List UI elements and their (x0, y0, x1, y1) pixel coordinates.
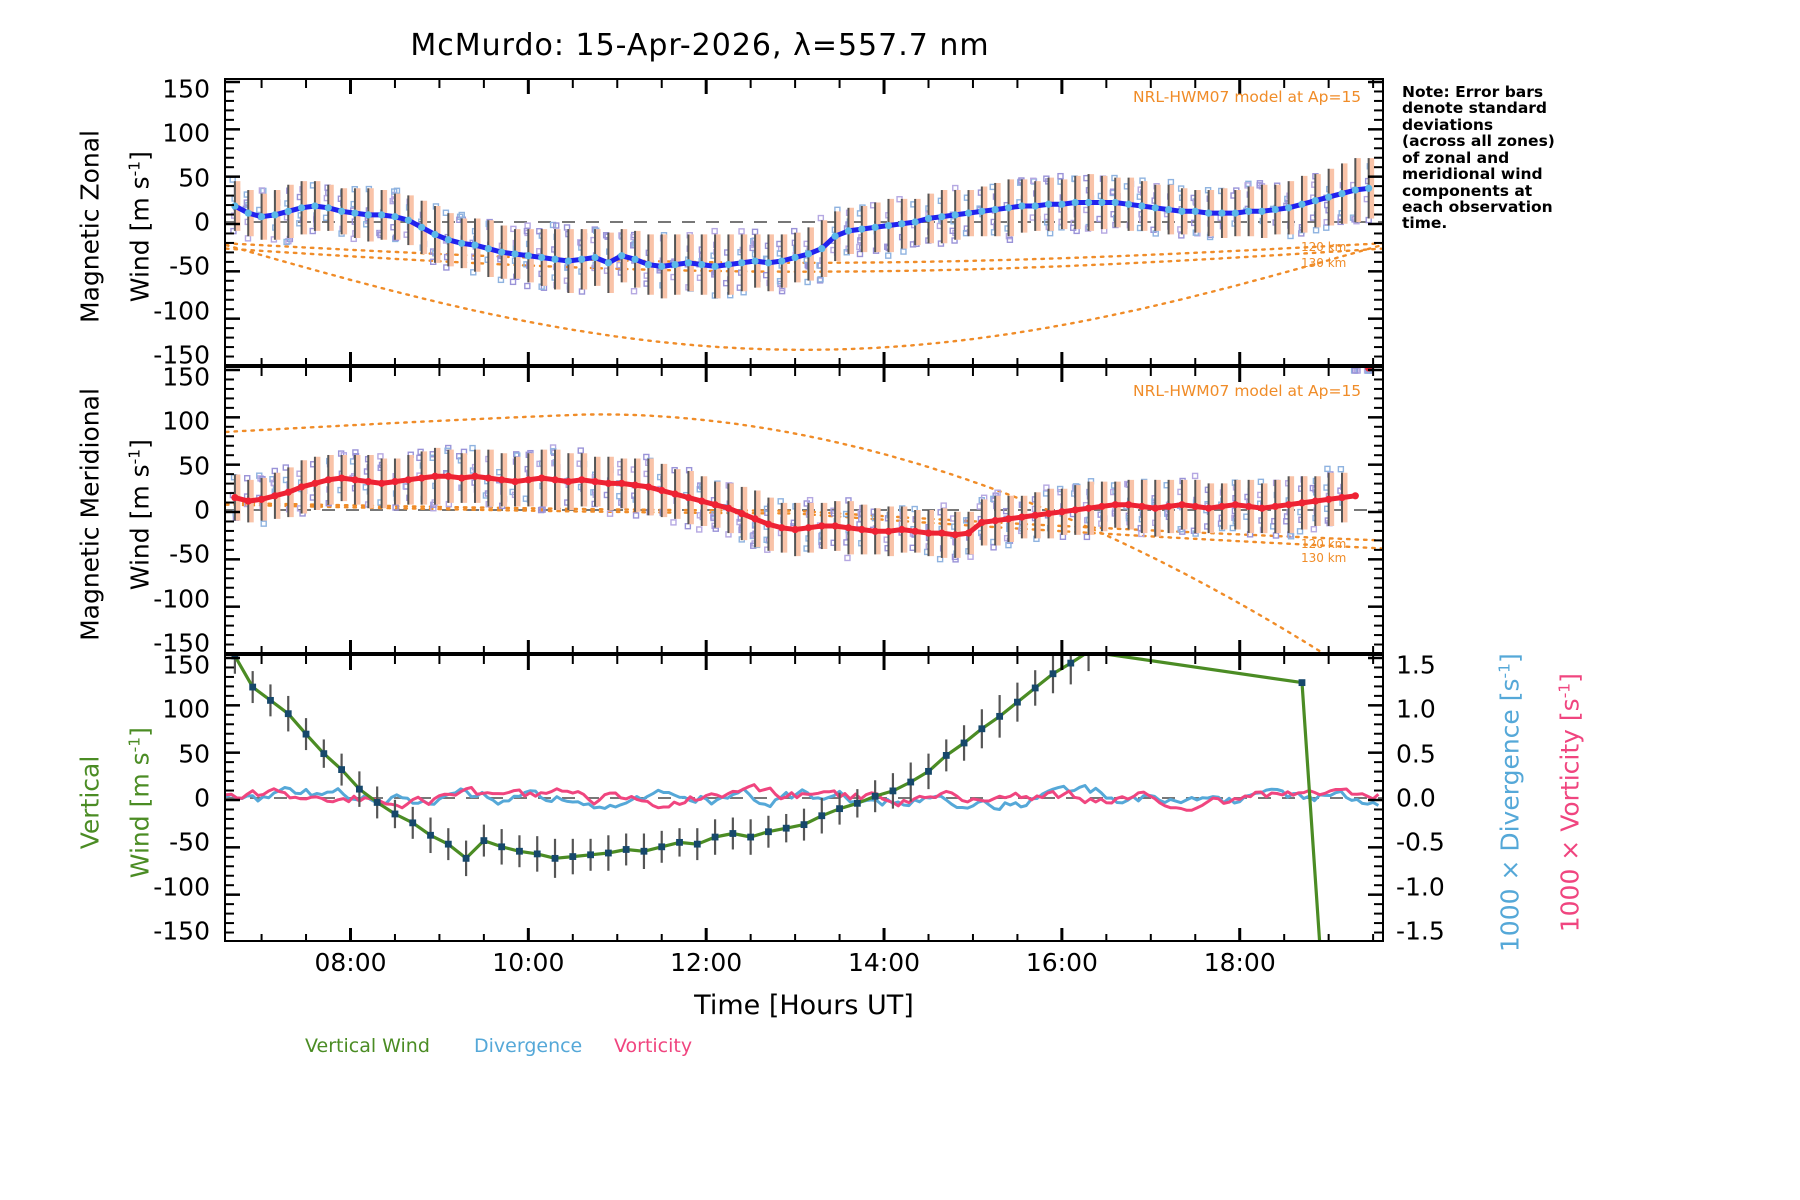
ytick-vertical--100: -100 (153, 872, 210, 902)
ytick-zonal--50: -50 (169, 251, 210, 281)
ytick-meridional--150: -150 (153, 628, 210, 658)
ytick-meridional-50: 50 (178, 451, 210, 481)
panel-meridional-alt-120km: 120 km (1301, 537, 1347, 551)
ytick-right--1.0: -1.0 (1396, 872, 1445, 902)
ytick-zonal-0: 0 (194, 207, 210, 237)
ytick-vertical-100: 100 (162, 694, 210, 724)
panel-meridional-yticks: 150 100 50 0 -50 -100 -150 (100, 362, 210, 657)
ytick-right-1.0: 1.0 (1396, 694, 1436, 724)
page-title: McMurdo: 15-Apr-2026, λ=557.7 nm (410, 28, 990, 63)
panel-meridional-plot (226, 368, 1382, 652)
panel-zonal-alt-120km: 120 km (1301, 240, 1347, 254)
xtick-08-00: 08:00 (314, 948, 387, 977)
panel-meridional-alt-130km: 130 km (1301, 551, 1347, 565)
legend-vertical-wind: Vertical Wind (305, 1035, 430, 1057)
ytick-right--1.5: -1.5 (1396, 916, 1445, 946)
ytick-right-1.5: 1.5 (1396, 650, 1436, 680)
ytick-zonal-50: 50 (178, 163, 210, 193)
ytick-right-0.0: 0.0 (1396, 783, 1436, 813)
panel-magnetic-zonal (224, 78, 1384, 366)
panel-vertical-right-ylabel-vorticity: 1000 × Vorticity [s-1] (1555, 673, 1585, 933)
xtick-14-00: 14:00 (847, 948, 921, 977)
ytick-right-0.5: 0.5 (1396, 739, 1436, 769)
ytick-meridional--50: -50 (169, 539, 210, 569)
ytick-meridional-0: 0 (194, 495, 210, 525)
xtick-10-00: 10:00 (492, 948, 565, 977)
xtick-16-00: 16:00 (1025, 948, 1098, 977)
ytick-right--0.5: -0.5 (1396, 827, 1445, 857)
xtick-18-00: 18:00 (1203, 948, 1276, 977)
panel-vertical-yticks: 150 100 50 0 -50 -100 -150 (100, 650, 210, 945)
ytick-vertical--150: -150 (153, 916, 210, 946)
panel-zonal-alt-130km: 130 km (1301, 256, 1347, 270)
ytick-zonal-150: 150 (162, 74, 210, 104)
panel-vertical-wind (224, 654, 1384, 942)
ytick-zonal--150: -150 (153, 340, 210, 370)
x-axis-ticks: 08:00 10:00 12:00 14:00 16:00 18:00 (0, 948, 1800, 988)
panel-vertical-plot (226, 656, 1382, 940)
xtick-12-00: 12:00 (670, 948, 743, 977)
legend-divergence: Divergence (474, 1035, 583, 1057)
ytick-vertical-50: 50 (178, 739, 210, 769)
x-axis-label: Time [Hours UT] (694, 990, 914, 1021)
ytick-zonal-100: 100 (162, 118, 210, 148)
ytick-meridional-150: 150 (162, 362, 210, 392)
ytick-vertical-150: 150 (162, 650, 210, 680)
ytick-meridional--100: -100 (153, 584, 210, 614)
ytick-zonal--100: -100 (153, 296, 210, 326)
panel-zonal-yticks: 150 100 50 0 -50 -100 -150 (100, 74, 210, 369)
panel-meridional-model-label: NRL-HWM07 model at Ap=15 (1133, 382, 1362, 400)
panel-zonal-model-label: NRL-HWM07 model at Ap=15 (1133, 88, 1362, 106)
panel-zonal-plot (226, 80, 1382, 364)
panel-vertical-right-yticks: 1.5 1.0 0.5 0.0 -0.5 -1.0 -1.5 (1396, 650, 1506, 945)
ytick-vertical-0: 0 (194, 783, 210, 813)
ytick-vertical--50: -50 (169, 827, 210, 857)
legend-vorticity: Vorticity (614, 1035, 693, 1057)
panel-magnetic-meridional (224, 366, 1384, 654)
ytick-meridional-100: 100 (162, 406, 210, 436)
note-text: Note: Error bars denote standard deviati… (1402, 83, 1555, 233)
